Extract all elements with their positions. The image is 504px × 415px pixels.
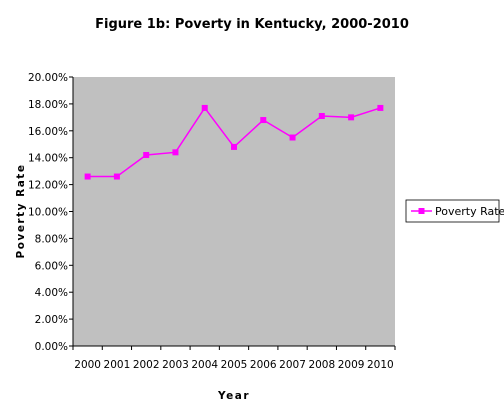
data-point [143, 152, 150, 159]
y-tick-label: 14.00% [28, 153, 68, 165]
y-axis-title: Poverty Rate [15, 164, 27, 259]
y-tick-label: 0.00% [35, 341, 68, 353]
x-tick-label: 2008 [308, 359, 335, 371]
x-axis-title: Year [217, 390, 250, 402]
x-tick-label: 2005 [221, 359, 248, 371]
y-tick-label: 8.00% [35, 233, 68, 245]
data-point [201, 104, 208, 111]
data-point [348, 114, 355, 121]
data-point [318, 113, 325, 120]
x-tick-label: 2006 [250, 359, 277, 371]
legend-marker-swatch [418, 208, 425, 214]
data-point [84, 173, 91, 180]
x-tick-label: 2010 [367, 359, 394, 371]
x-tick-label: 2004 [191, 359, 218, 371]
legend-label: Poverty Rate [435, 205, 504, 218]
x-tick-label: 2001 [104, 359, 131, 371]
y-tick-label: 4.00% [35, 287, 68, 299]
y-tick-label: 2.00% [35, 314, 68, 326]
data-point [113, 173, 120, 180]
x-tick-label: 2007 [279, 359, 306, 371]
y-tick-label: 12.00% [28, 180, 68, 192]
x-tick-label: 2000 [74, 359, 101, 371]
x-axis: 2000 2001 2002 2003 2004 2005 2006 2007 2008 2009… [72, 345, 396, 371]
y-tick-label: 20.00% [28, 72, 68, 84]
y-tick-label: 10.00% [28, 207, 68, 219]
data-point [377, 104, 384, 111]
plot-area [73, 77, 395, 346]
data-point [231, 143, 237, 150]
y-tick-label: 6.00% [35, 260, 68, 272]
x-tick-label: 2009 [338, 359, 365, 371]
series-group [84, 104, 384, 180]
legend-box [405, 199, 500, 223]
data-point [289, 134, 296, 141]
y-axis: 0.00% 2.00% 4.00% 6.00% 8.00% 10.00% 12.00% 14.… [28, 72, 74, 353]
data-point [172, 149, 179, 156]
x-tick-label: 2002 [133, 359, 160, 371]
y-tick-label: 16.00% [28, 126, 68, 138]
x-tick-label: 2003 [162, 359, 189, 371]
data-point [260, 117, 267, 124]
y-tick-label: 18.00% [28, 99, 68, 111]
chart-title: Figure 1b: Poverty in Kentucky, 2000-201… [95, 17, 409, 32]
legend: Poverty Rate [405, 199, 504, 223]
